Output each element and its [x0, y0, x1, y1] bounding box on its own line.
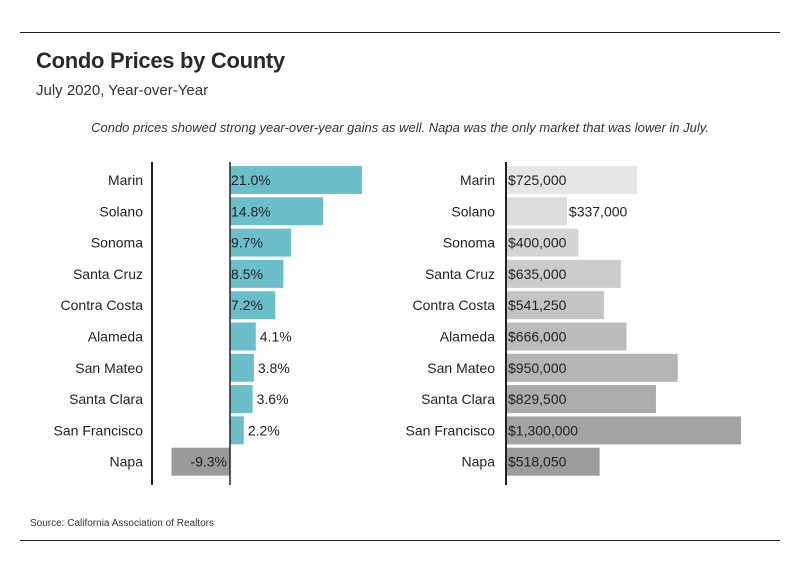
pct-value-label: -9.3% [190, 454, 227, 470]
pct-category-label: San Mateo [75, 360, 143, 376]
price-bar-marin [506, 166, 638, 194]
pct-bar-sonoma [230, 228, 291, 257]
price-category-label: Solano [451, 203, 495, 219]
price-bar-alameda [506, 322, 627, 351]
price-value-label: $666,000 [508, 329, 567, 345]
pct-value-label: 4.1% [260, 329, 292, 345]
price-value-label: $541,250 [508, 297, 567, 313]
pct-value-label: 21.0% [231, 172, 271, 188]
pct-value-label: 2.2% [248, 422, 280, 438]
price-category-label: San Francisco [406, 422, 496, 438]
price-bar-contra-costa [506, 291, 604, 320]
price-category-label: Santa Cruz [425, 266, 495, 282]
chart-title: Condo Prices by County [36, 48, 285, 73]
price-value-label: $829,500 [508, 391, 567, 407]
price-value-label: $635,000 [508, 266, 567, 282]
pct-bar-san-francisco [230, 416, 244, 445]
pct-bar-santa-clara [230, 385, 253, 414]
pct-category-label: Contra Costa [61, 297, 144, 313]
pct-category-label: Alameda [88, 329, 143, 345]
pct-bar-solano [230, 197, 324, 226]
pct-bar-marin [230, 166, 362, 194]
bottom-rule [20, 540, 780, 541]
price-category-label: San Mateo [427, 360, 495, 376]
pct-value-label: 9.7% [231, 235, 263, 251]
price-bar-san-mateo [506, 353, 678, 382]
pct-bar-san-mateo [230, 353, 254, 382]
price-category-label: Marin [460, 172, 495, 188]
price-category-label: Sonoma [443, 235, 495, 251]
chart-note: Condo prices showed strong year-over-yea… [91, 120, 709, 135]
price-bar-solano [506, 197, 567, 226]
pct-bar-contra-costa [230, 291, 276, 320]
top-rule [20, 32, 780, 33]
pct-category-label: San Francisco [54, 422, 144, 438]
price-bar-santa-cruz [506, 259, 621, 288]
price-category-label: Santa Clara [421, 391, 495, 407]
price-bar-santa-clara [506, 385, 656, 414]
pct-bar-alameda [230, 322, 256, 351]
price-value-label: $725,000 [508, 172, 567, 188]
price-bar-sonoma [506, 228, 579, 257]
price-bar-napa [506, 447, 600, 476]
chart-subtitle: July 2020, Year-over-Year [36, 82, 209, 99]
price-value-label: $950,000 [508, 360, 567, 376]
pct-value-label: 7.2% [231, 297, 263, 313]
pct-bar-santa-cruz [230, 259, 284, 288]
pct-value-label: 3.8% [258, 360, 290, 376]
pct-value-label: 8.5% [231, 266, 263, 282]
price-category-label: Contra Costa [413, 297, 496, 313]
price-category-label: Alameda [440, 329, 495, 345]
pct-category-label: Sonoma [91, 235, 143, 251]
price-category-label: Napa [462, 454, 496, 470]
pct-category-label: Solano [99, 203, 143, 219]
price-value-label: $400,000 [508, 235, 567, 251]
pct-category-label: Santa Clara [69, 391, 143, 407]
source-note: Source: California Association of Realto… [30, 518, 214, 529]
pct-category-label: Napa [110, 454, 144, 470]
price-value-label: $518,050 [508, 454, 567, 470]
price-value-label: $1,300,000 [508, 422, 578, 438]
pct-category-label: Santa Cruz [73, 266, 143, 282]
price-bar-san-francisco [506, 416, 741, 445]
pct-value-label: 3.6% [257, 391, 289, 407]
pct-category-label: Marin [108, 172, 143, 188]
price-value-label: $337,000 [569, 203, 628, 219]
pct-bar-napa [171, 447, 230, 476]
pct-value-label: 14.8% [231, 203, 271, 219]
